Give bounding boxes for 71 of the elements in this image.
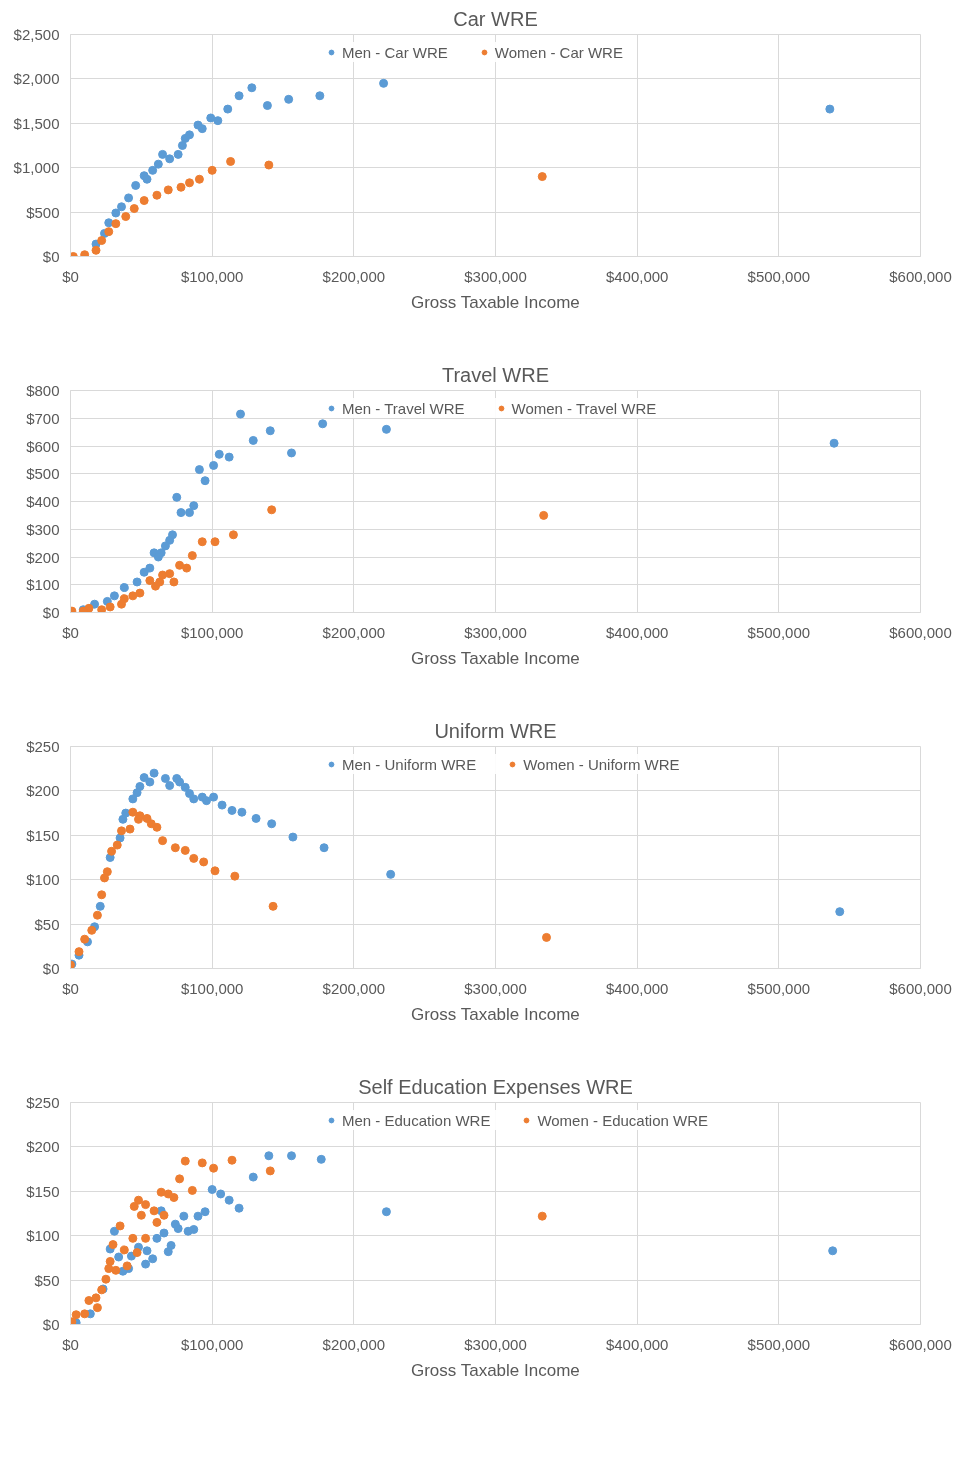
chart-title: Car WRE — [453, 7, 538, 30]
x-axis-title: Gross Taxable Income — [410, 1004, 580, 1024]
y-tick-label: $400 — [26, 493, 60, 510]
x-tick-label: $600,000 — [889, 979, 952, 997]
legend-label: Women - Car WRE — [494, 43, 623, 61]
y-tick-label: $500 — [26, 203, 60, 221]
x-tick-label: $600,000 — [889, 1335, 952, 1353]
x-tick-label: $100,000 — [180, 267, 244, 285]
x-tick-label: $400,000 — [605, 623, 669, 641]
x-tick-label: $100,000 — [180, 623, 244, 641]
legend-label: Women - Travel WRE — [511, 399, 657, 417]
y-tick-label: $0 — [42, 1316, 60, 1333]
x-tick-label: $0 — [62, 979, 79, 997]
x-tick-label: $400,000 — [605, 979, 669, 997]
x-tick-label: $100,000 — [180, 979, 244, 997]
y-tick-label: $0 — [42, 248, 60, 265]
y-tick-label: $700 — [26, 409, 60, 427]
x-tick-label: $100,000 — [180, 1335, 244, 1353]
x-tick-label: $300,000 — [464, 979, 527, 997]
x-tick-label: $400,000 — [605, 267, 669, 285]
x-tick-label: $200,000 — [322, 1335, 386, 1353]
x-tick-label: $0 — [62, 623, 79, 641]
y-tick-label: $800 — [26, 382, 60, 399]
x-tick-label: $300,000 — [464, 623, 527, 641]
legend-label: Men - Education WRE — [342, 1111, 491, 1129]
x-tick-label: $400,000 — [605, 1335, 669, 1353]
x-axis-title: Gross Taxable Income — [410, 292, 580, 312]
x-tick-label: $300,000 — [464, 267, 527, 285]
x-tick-label: $600,000 — [889, 267, 952, 285]
x-axis-title: Gross Taxable Income — [410, 648, 580, 668]
chart-title: Self Education Expenses WRE — [358, 1075, 633, 1098]
y-tick-label: $100 — [26, 1227, 60, 1245]
legend-label: Women - Education WRE — [537, 1111, 709, 1129]
y-tick-label: $250 — [26, 738, 60, 755]
x-axis-title: Gross Taxable Income — [410, 1360, 580, 1380]
y-tick-label: $2,000 — [13, 70, 60, 88]
y-tick-label: $300 — [26, 520, 60, 538]
y-tick-label: $150 — [26, 826, 60, 844]
y-tick-label: $200 — [26, 782, 60, 800]
x-tick-label: $500,000 — [747, 623, 811, 641]
x-tick-label: $200,000 — [322, 623, 386, 641]
y-tick-label: $0 — [42, 960, 60, 977]
y-tick-label: $2,500 — [13, 26, 60, 43]
chart-title: Uniform WRE — [434, 719, 557, 742]
y-tick-label: $200 — [26, 1138, 60, 1156]
x-tick-label: $200,000 — [322, 979, 386, 997]
x-tick-label: $500,000 — [747, 979, 811, 997]
x-tick-label: $500,000 — [747, 267, 811, 285]
legend-label: Women - Uniform WRE — [523, 755, 680, 773]
y-tick-label: $1,500 — [13, 114, 60, 132]
x-tick-label: $200,000 — [322, 267, 386, 285]
y-tick-label: $100 — [26, 576, 60, 594]
y-tick-label: $500 — [26, 465, 60, 483]
legend-label: Men - Car WRE — [342, 43, 448, 61]
y-tick-label: $0 — [42, 604, 60, 621]
y-tick-label: $150 — [26, 1182, 60, 1200]
x-tick-label: $0 — [62, 267, 79, 285]
y-tick-label: $100 — [26, 871, 60, 889]
x-tick-label: $300,000 — [464, 1335, 527, 1353]
chart-title: Travel WRE — [441, 363, 550, 386]
y-tick-label: $200 — [26, 548, 60, 566]
legend-label: Men - Travel WRE — [342, 399, 465, 417]
legend-label: Men - Uniform WRE — [342, 755, 477, 773]
x-tick-label: $500,000 — [747, 1335, 811, 1353]
x-tick-label: $600,000 — [889, 623, 952, 641]
y-tick-label: $50 — [34, 915, 60, 933]
y-tick-label: $600 — [26, 437, 60, 455]
y-tick-label: $50 — [34, 1271, 60, 1289]
y-tick-label: $250 — [26, 1094, 60, 1111]
x-tick-label: $0 — [62, 1335, 79, 1353]
y-tick-label: $1,000 — [13, 159, 60, 177]
